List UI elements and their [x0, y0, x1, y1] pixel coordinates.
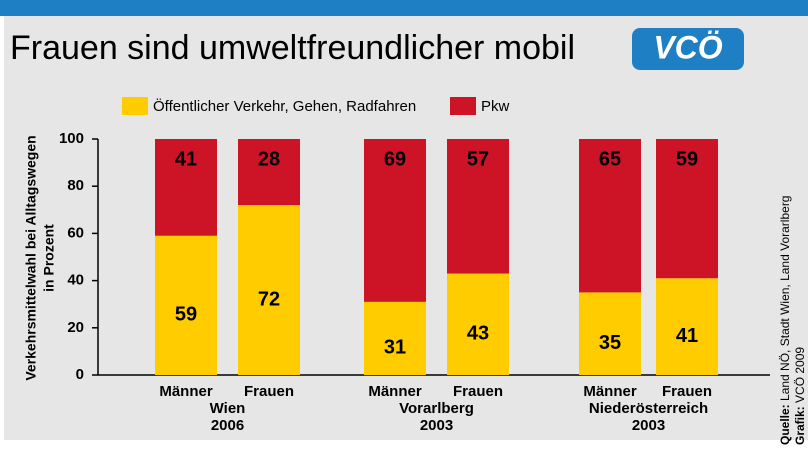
bar-segment: [364, 301, 426, 375]
y-tick-label: 100: [59, 130, 84, 147]
x-tick-label: Männer: [368, 383, 422, 400]
data-label: 72: [258, 288, 280, 310]
chart-title: Frauen sind umweltfreundlicher mobil: [10, 29, 575, 67]
y-tick-label: 20: [67, 319, 84, 336]
y-tick-label: 0: [76, 366, 84, 383]
bar-segment: [155, 235, 217, 375]
data-label: 65: [599, 148, 621, 170]
y-axis-label: Verkehrsmittelwahl bei Alltagswegen: [23, 135, 39, 380]
data-label: 28: [258, 148, 280, 170]
bar-segment: [447, 273, 509, 375]
data-label: 59: [676, 148, 698, 170]
data-label: 57: [467, 148, 489, 170]
bar-segment: [447, 139, 509, 274]
x-tick-label: Frauen: [244, 383, 294, 400]
source-text: Land NÖ, Stadt Wien, Land Vorarlberg: [778, 196, 792, 401]
bar-segment: [238, 205, 300, 375]
y-tick-label: 80: [67, 177, 84, 194]
bar-segment: [656, 278, 718, 375]
bar-segment: [155, 139, 217, 236]
bar-segment: [656, 139, 718, 279]
x-tick-label: Frauen: [662, 383, 712, 400]
logo: VCÖ: [653, 29, 722, 65]
data-label: 41: [676, 325, 698, 347]
data-label: 31: [384, 337, 406, 359]
y-tick-label: 60: [67, 224, 84, 241]
group-label: Niederösterreich: [589, 400, 708, 417]
legend-label: Öffentlicher Verkehr, Gehen, Radfahren: [153, 97, 416, 115]
source-label: Quelle:: [778, 404, 792, 445]
x-tick-label: Frauen: [453, 383, 503, 400]
data-label: 41: [175, 148, 197, 170]
group-label: Wien: [210, 400, 246, 417]
legend-swatch: [450, 97, 476, 115]
logo-box: [632, 28, 744, 70]
y-axis-label: in Prozent: [41, 224, 57, 292]
source: Quelle: Land NÖ, Stadt Wien, Land Vorarl…: [778, 196, 792, 445]
x-tick-label: Männer: [583, 383, 637, 400]
x-tick-label: Männer: [159, 383, 213, 400]
y-tick-label: 40: [67, 272, 84, 289]
bar-segment: [364, 139, 426, 302]
data-label: 43: [467, 323, 489, 345]
credit-label: Grafik:: [793, 406, 807, 445]
bar-segment: [579, 292, 641, 375]
credit-text: VCÖ 2009: [793, 347, 807, 403]
data-label: 59: [175, 304, 197, 326]
group-year: 2003: [632, 417, 665, 434]
bar-segment: [238, 139, 300, 206]
legend-swatch: [122, 97, 148, 115]
data-label: 69: [384, 148, 406, 170]
group-year: 2003: [420, 417, 453, 434]
top-band: [0, 0, 808, 16]
group-label: Vorarlberg: [399, 400, 474, 417]
group-year: 2006: [211, 417, 244, 434]
credit: Grafik: VCÖ 2009: [793, 347, 807, 445]
bar-segment: [579, 139, 641, 293]
legend-label: Pkw: [481, 98, 510, 115]
data-label: 35: [599, 332, 621, 354]
